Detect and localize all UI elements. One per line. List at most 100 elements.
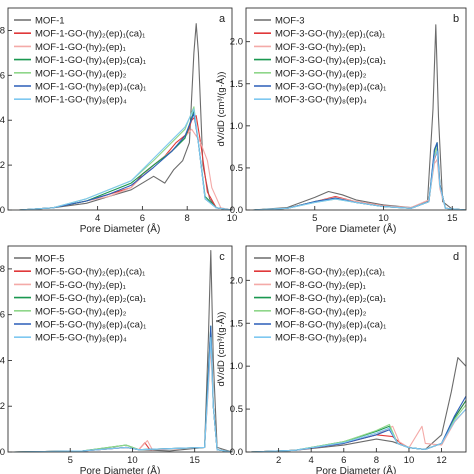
panel-c: 5 10 15 0 2 4 6 8 Pore Diameter (Å) c MOF-5 MOF-5-G… [0,245,233,474]
series-line-c-2 [14,346,233,453]
x-tick-label: 10 [227,213,238,224]
series-line-d-4 [250,404,467,453]
series-line-a-2 [19,128,233,211]
y-axis-label: dV/dD (cm³/(g·Å)) [216,312,227,387]
y-tick-label: 2.0 [230,37,243,48]
legend-label: MOF-1-GO-(hy)₈(ep)₄ [35,95,127,106]
legend-label: MOF-8-GO-(hy)₄(ep)₂ [275,306,367,317]
x-tick-label: 2 [276,455,281,466]
y-axis-label: dV/dD (cm³/(g·Å)) [216,72,227,147]
legend-label: MOF-1-GO-(hy)₂(ep)₁(ca)₁ [35,29,145,40]
y-tick-label: 0.5 [230,404,243,415]
legend-label: MOF-1-GO-(hy)₈(ep)₄(ca)₁ [35,82,146,93]
y-tick-label: 8 [0,25,5,36]
legend-label: MOF-5-GO-(hy)₈(ep)₄ [35,333,127,344]
series-line-c-5 [14,325,233,453]
panel-letter: a [219,13,226,25]
legend-label: MOF-8-GO-(hy)₈(ep)₄(ca)₁ [275,320,386,331]
legend-label: MOF-1-GO-(hy)₄(ep)₂(ca)₁ [35,55,146,66]
series-line-d-6 [250,408,467,453]
y-tick-label: 6 [0,70,5,81]
legend: MOF-3 MOF-3-GO-(hy)₂(ep)₁(ca)₁ MOF-3-GO-(h… [254,16,386,106]
panel-b: 5 10 15 0.0 0.5 1.0 1.5 2.0 Pore Diameter (Å) dV/… [216,7,467,235]
series-line-a-6 [19,108,233,211]
plot-frame [245,245,467,453]
series-line-a-1 [19,115,233,211]
y-tick-label: 0 [0,205,5,216]
legend-label: MOF-8-GO-(hy)₂(ep)₁ [275,280,366,291]
legend-label: MOF-3-GO-(hy)₈(ep)₄(ca)₁ [275,82,386,93]
panel-letter: b [453,13,459,25]
x-axis-label: Pore Diameter (Å) [316,222,397,235]
x-tick-label: 10 [127,455,138,466]
series-line-c-1 [14,337,233,453]
x-tick-label: 4 [309,455,314,466]
legend-label: MOF-5-GO-(hy)₂(ep)₁(ca)₁ [35,267,145,278]
legend-label: MOF-1-GO-(hy)₄(ep)₂ [35,68,127,79]
series-line-b-6 [252,150,467,211]
x-axis-label: Pore Diameter (Å) [80,464,161,474]
y-tick-label: 0.0 [230,205,243,216]
y-tick-label: 6 [0,310,5,321]
y-tick-label: 1.0 [230,361,243,372]
x-tick-label: 15 [447,213,458,224]
legend: MOF-8 MOF-8-GO-(hy)₂(ep)₁(ca)₁ MOF-8-GO-(h… [254,254,386,344]
x-tick-label: 8 [185,213,190,224]
x-tick-label: 15 [189,455,200,466]
series-line-b-5 [252,142,467,211]
legend: MOF-5 MOF-5-GO-(hy)₂(ep)₁(ca)₁ MOF-5-GO-(h… [14,254,146,344]
legend-label: MOF-3-GO-(hy)₂(ep)₁ [275,42,366,53]
legend-label: MOF-8-GO-(hy)₂(ep)₁(ca)₁ [275,267,385,278]
y-tick-label: 2 [0,401,5,412]
y-tick-label: 1.5 [230,79,243,90]
y-tick-label: 8 [0,264,5,275]
y-tick-label: 2.0 [230,275,243,286]
plot-frame [245,7,467,211]
y-tick-label: 4 [0,115,5,126]
legend-label: MOF-5-GO-(hy)₈(ep)₄(ca)₁ [35,320,146,331]
legend-label: MOF-3-GO-(hy)₄(ep)₂(ca)₁ [275,55,386,66]
x-tick-label: 6 [140,213,145,224]
plot-frame [7,245,233,453]
legend-label: MOF-8-GO-(hy)₈(ep)₄ [275,333,367,344]
legend-label: MOF-5-GO-(hy)₄(ep)₂(ca)₁ [35,293,146,304]
panel-a: 4 6 8 10 0 2 4 6 8 Pore Diameter (Å) a MOF-1 MOF-1-G… [0,7,238,235]
y-tick-label: 1.5 [230,318,243,329]
panel-d: 2 4 6 8 10 12 0.0 0.5 1.0 1.5 2.0 Pore Diameter (Å)… [216,245,467,474]
plot-frame [7,7,233,211]
y-tick-label: 4 [0,355,5,366]
y-tick-label: 1.0 [230,121,243,132]
legend-label: MOF-8-GO-(hy)₄(ep)₂(ca)₁ [275,293,386,304]
x-tick-label: 12 [436,455,447,466]
x-tick-label: 10 [378,213,389,224]
legend-label: MOF-5-GO-(hy)₄(ep)₂ [35,306,127,317]
legend-label: MOF-3 [275,16,305,27]
x-tick-label: 5 [68,455,73,466]
y-tick-label: 0.5 [230,163,243,174]
series-line-c-6 [14,337,233,453]
legend-label: MOF-3-GO-(hy)₈(ep)₄ [275,95,367,106]
x-tick-label: 8 [374,455,379,466]
x-axis-label: Pore Diameter (Å) [316,464,397,474]
series-line-a-5 [19,112,233,211]
panel-letter: c [219,251,225,263]
y-tick-label: 0 [0,447,5,458]
legend-label: MOF-3-GO-(hy)₂(ep)₁(ca)₁ [275,29,385,40]
legend-label: MOF-5-GO-(hy)₂(ep)₁ [35,280,126,291]
y-tick-label: 2 [0,160,5,171]
legend-label: MOF-1-GO-(hy)₂(ep)₁ [35,42,126,53]
y-tick-label: 0.0 [230,447,243,458]
x-axis-label: Pore Diameter (Å) [80,222,161,235]
legend-label: MOF-5 [35,254,65,265]
series-line-d-5 [250,395,467,453]
x-tick-label: 6 [341,455,346,466]
series-line-c-3 [14,325,233,453]
x-tick-label: 10 [404,455,415,466]
series-line-d-2 [250,408,467,453]
legend-label: MOF-8 [275,254,305,265]
legend: MOF-1 MOF-1-GO-(hy)₂(ep)₁(ca)₁ MOF-1-GO-(h… [14,16,146,106]
panel-letter: d [453,251,459,263]
x-tick-label: 5 [312,213,317,224]
legend-label: MOF-1 [35,16,65,27]
